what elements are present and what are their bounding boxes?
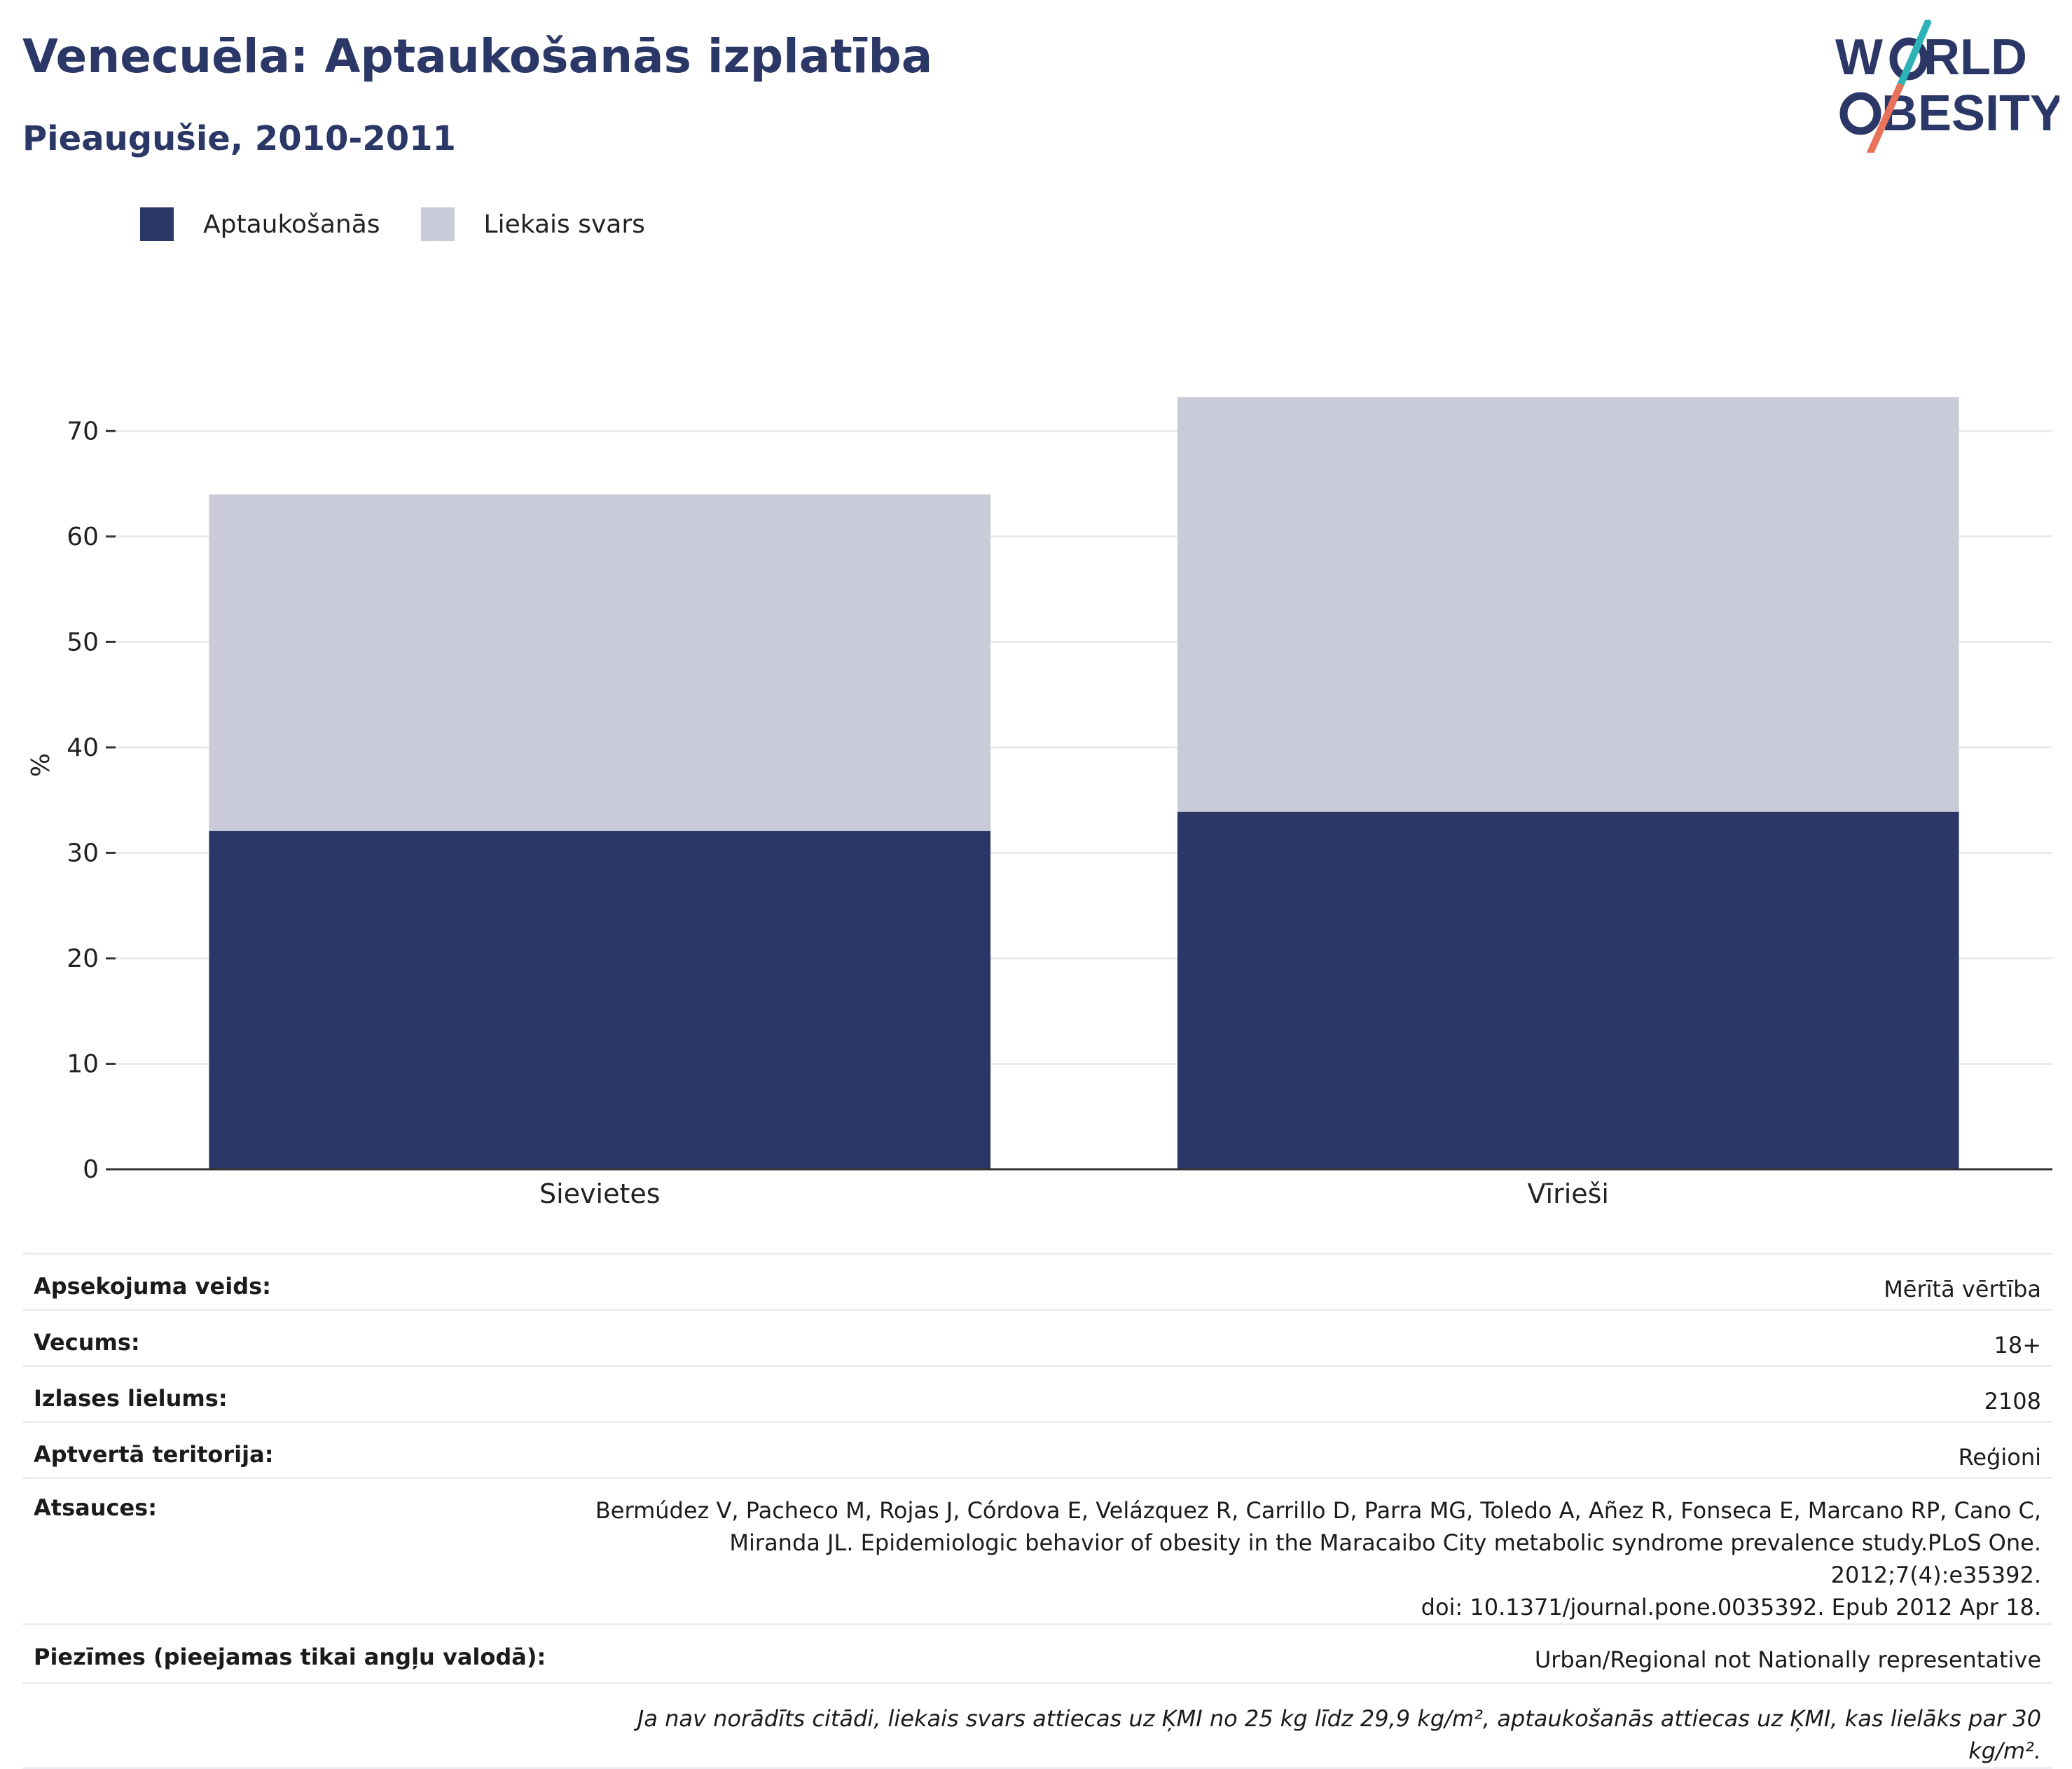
- bar-overweight-1: [1177, 397, 1959, 812]
- info-value: 2108: [557, 1365, 2052, 1422]
- info-value: Urban/Regional not Nationally representa…: [557, 1623, 2052, 1684]
- legend: Aptaukošanās Liekais svars: [140, 207, 686, 241]
- info-key: Aptvertā teritorija:: [22, 1421, 558, 1478]
- metadata-table: Apsekojuma veids: Mērītā vērtība Vecums:…: [22, 1253, 2052, 1769]
- info-row-coverage: Aptvertā teritorija: Reģioni: [22, 1421, 2052, 1478]
- legend-label-overweight: Liekais svars: [483, 209, 645, 239]
- logo-o-upper: [1889, 37, 1928, 81]
- y-tick-label: 60: [67, 523, 99, 551]
- logo-besity: BESITY: [1881, 85, 2059, 142]
- info-value: 18+: [557, 1309, 2052, 1366]
- legend-item-overweight: Liekais svars: [420, 207, 645, 241]
- reference-line: doi: 10.1371/journal.pone.0035392. Epub …: [1421, 1594, 2041, 1620]
- bar-chart: 0 10 20 30 40 50 60 70 Sievietes Vīrieši %: [27, 397, 2052, 1209]
- bar-obesity-1: [1177, 811, 1959, 1169]
- logo-rld: RLD: [1923, 29, 2027, 85]
- info-key: Izlases lielums:: [22, 1365, 558, 1422]
- logo-w: W: [1835, 29, 1883, 85]
- info-key: Apsekojuma veids:: [22, 1253, 558, 1310]
- logo-slash-coral: [1867, 83, 1903, 153]
- x-tick-label: Sievietes: [539, 1178, 661, 1209]
- logo-slash-teal: [1896, 20, 1931, 90]
- info-key: Vecums:: [22, 1309, 558, 1366]
- x-tick-label: Vīrieši: [1528, 1178, 1609, 1209]
- y-axis-label: %: [27, 753, 55, 777]
- x-axis-ticks: Sievietes Vīrieši: [116, 1168, 2052, 1209]
- info-row-survey-type: Apsekojuma veids: Mērītā vērtība: [22, 1253, 2052, 1310]
- y-tick-label: 0: [83, 1155, 99, 1184]
- y-tick-label: 70: [67, 417, 99, 446]
- info-row-age: Vecums: 18+: [22, 1309, 2052, 1366]
- logo-o-lower: [1839, 92, 1881, 135]
- y-tick-label: 10: [67, 1049, 99, 1078]
- reference-line: Bermúdez V, Pacheco M, Rojas J, Córdova …: [595, 1497, 2041, 1524]
- info-key: Piezīmes (pieejamas tikai angļu valodā):: [22, 1623, 558, 1684]
- y-tick-label: 20: [67, 944, 99, 973]
- info-key: Atsauces:: [22, 1477, 558, 1625]
- bar-overweight-0: [209, 494, 991, 831]
- reference-line: Miranda JL. Epidemiologic behavior of ob…: [729, 1529, 2041, 1588]
- bars: [209, 397, 1959, 1169]
- chart-title: Venecuēla: Aptaukošanās izplatība: [22, 29, 933, 83]
- legend-item-obesity: Aptaukošanās: [140, 207, 380, 241]
- y-axis-ticks: 0 10 20 30 40 50 60 70: [67, 417, 116, 1184]
- bar-obesity-0: [209, 830, 991, 1169]
- y-tick-label: 50: [67, 628, 99, 656]
- footnote: Ja nav norādīts citādi, liekais svars at…: [557, 1682, 2052, 1769]
- legend-swatch-obesity: [140, 207, 174, 241]
- chart-subtitle: Pieaugušie, 2010-2011: [22, 119, 456, 158]
- info-row-references: Atsauces: Bermúdez V, Pacheco M, Rojas J…: [22, 1477, 2052, 1625]
- legend-label-obesity: Aptaukošanās: [203, 209, 380, 239]
- legend-swatch-overweight: [420, 207, 455, 241]
- y-tick-label: 40: [67, 734, 99, 762]
- info-row-sample-size: Izlases lielums: 2108: [22, 1365, 2052, 1422]
- info-row-footnote: Ja nav norādīts citādi, liekais svars at…: [22, 1682, 2052, 1769]
- info-row-notes: Piezīmes (pieejamas tikai angļu valodā):…: [22, 1623, 2052, 1684]
- y-tick-label: 30: [67, 839, 99, 867]
- info-value: Reģioni: [557, 1421, 2052, 1478]
- info-value: Bermúdez V, Pacheco M, Rojas J, Córdova …: [557, 1477, 2052, 1625]
- world-obesity-logo: W RLD BESITY: [1835, 20, 2059, 153]
- info-value: Mērītā vērtība: [557, 1253, 2052, 1310]
- svg-text:BESITY: BESITY: [1881, 85, 2059, 142]
